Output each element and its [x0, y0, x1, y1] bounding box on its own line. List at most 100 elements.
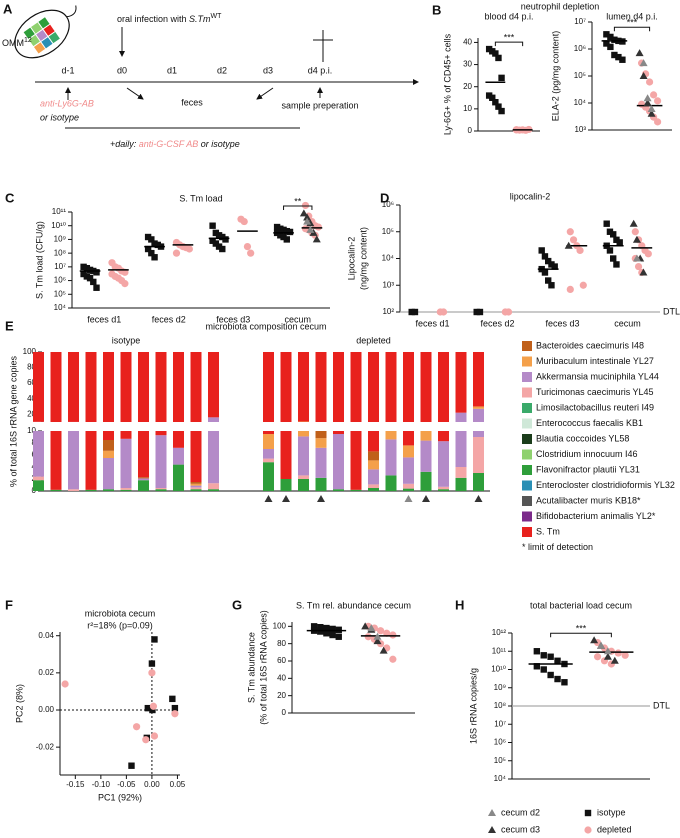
- point: [277, 232, 284, 239]
- point: [310, 623, 318, 630]
- y-tick-label: 0.02: [38, 668, 54, 677]
- model: OMM: [2, 38, 24, 48]
- y-tick-label: 40: [27, 394, 36, 403]
- point: [93, 284, 100, 291]
- point: [303, 213, 312, 221]
- point: [148, 669, 156, 677]
- x-axis-label: PC1 (92%): [98, 792, 142, 802]
- bar-segment: [473, 473, 484, 491]
- legend-swatch: [522, 387, 532, 398]
- legend-swatch: [522, 341, 532, 351]
- point: [639, 268, 648, 276]
- group-label: depleted: [356, 335, 391, 345]
- bar-segment: [280, 479, 292, 491]
- significance-label: **: [294, 196, 302, 206]
- infection: oral infection with: [117, 14, 189, 24]
- point: [80, 270, 87, 278]
- point: [603, 220, 610, 227]
- y-tick-label: 20: [277, 691, 286, 700]
- point: [619, 56, 626, 63]
- bar-segment: [350, 352, 362, 422]
- point: [379, 646, 388, 654]
- point: [629, 219, 638, 227]
- point: [632, 235, 641, 243]
- panel-label: G: [232, 597, 242, 612]
- point: [650, 91, 658, 99]
- day-marker: [474, 495, 483, 502]
- y-tick-label: 10⁵: [54, 289, 66, 298]
- point: [383, 629, 391, 637]
- legend-swatch: [522, 372, 532, 382]
- x-tick-label: cecum: [614, 318, 641, 328]
- bar-segment: [173, 464, 184, 491]
- point: [212, 229, 220, 237]
- point: [616, 239, 623, 246]
- legend-note: * limit of detection: [522, 542, 593, 552]
- legend-swatch: [522, 511, 532, 522]
- point: [545, 277, 552, 284]
- y-tick-label: 10: [463, 104, 472, 113]
- point: [212, 240, 220, 247]
- mouse-icon: [14, 5, 77, 59]
- point: [603, 40, 610, 47]
- bar-segment: [50, 431, 62, 490]
- point: [373, 637, 382, 645]
- point: [329, 625, 336, 633]
- point: [611, 51, 618, 59]
- y-tick-label: 10⁶: [574, 44, 586, 53]
- y-tick-label: 10⁶: [382, 200, 394, 209]
- point: [634, 262, 643, 271]
- day-marker: [404, 495, 413, 502]
- bar-segment: [103, 450, 114, 458]
- day-marker: [422, 495, 430, 502]
- bar-segment: [315, 352, 327, 422]
- bar-segment: [455, 477, 467, 491]
- point: [545, 257, 552, 265]
- bar-segment: [280, 431, 292, 479]
- y-tick-label: 0.04: [38, 631, 54, 640]
- y-tick-label: 10⁴: [494, 774, 507, 783]
- point: [606, 228, 614, 235]
- point: [646, 78, 654, 86]
- y-tick-label: 20: [27, 409, 36, 418]
- treatment: anti-Ly6G-AB: [40, 98, 94, 108]
- y-axis-label: Lipocalin-2: [346, 237, 356, 281]
- point: [615, 53, 622, 61]
- bar-segment: [368, 488, 379, 491]
- point: [283, 227, 290, 235]
- bar-segment: [103, 440, 114, 451]
- y-tick-label: 10⁸: [54, 248, 66, 257]
- chart-title: microbiota cecum: [85, 608, 156, 618]
- bar-segment: [438, 431, 449, 442]
- day: d0: [117, 65, 127, 75]
- significance-bracket: [283, 205, 313, 210]
- legend-swatch: [522, 465, 532, 475]
- bar-segment: [68, 352, 79, 422]
- y-axis-label: S. Tm abundance: [246, 632, 256, 703]
- point: [314, 223, 322, 231]
- y-tick-label: 10⁷: [54, 262, 66, 271]
- daily-treatment: anti-G-CSF AB: [139, 139, 199, 149]
- point: [373, 632, 382, 640]
- legend-label: Blautia coccoides YL58: [536, 433, 629, 443]
- point: [614, 649, 622, 657]
- point: [306, 225, 315, 233]
- point: [632, 254, 641, 262]
- legend-label: Clostridium innocuum I46: [536, 449, 638, 459]
- point: [639, 59, 648, 67]
- y-tick-label: 0: [282, 708, 287, 717]
- detection-limit-label: DTL: [653, 700, 670, 710]
- point: [93, 269, 100, 276]
- bar-segment: [315, 431, 327, 439]
- point: [83, 264, 91, 272]
- point: [144, 233, 152, 241]
- point: [361, 622, 370, 630]
- legend-swatch: [522, 434, 532, 444]
- bar-segment: [298, 479, 309, 491]
- point: [635, 49, 644, 57]
- point: [643, 94, 652, 102]
- point: [323, 624, 330, 632]
- legend-swatch: [522, 480, 532, 491]
- point: [621, 651, 629, 659]
- point: [547, 671, 554, 679]
